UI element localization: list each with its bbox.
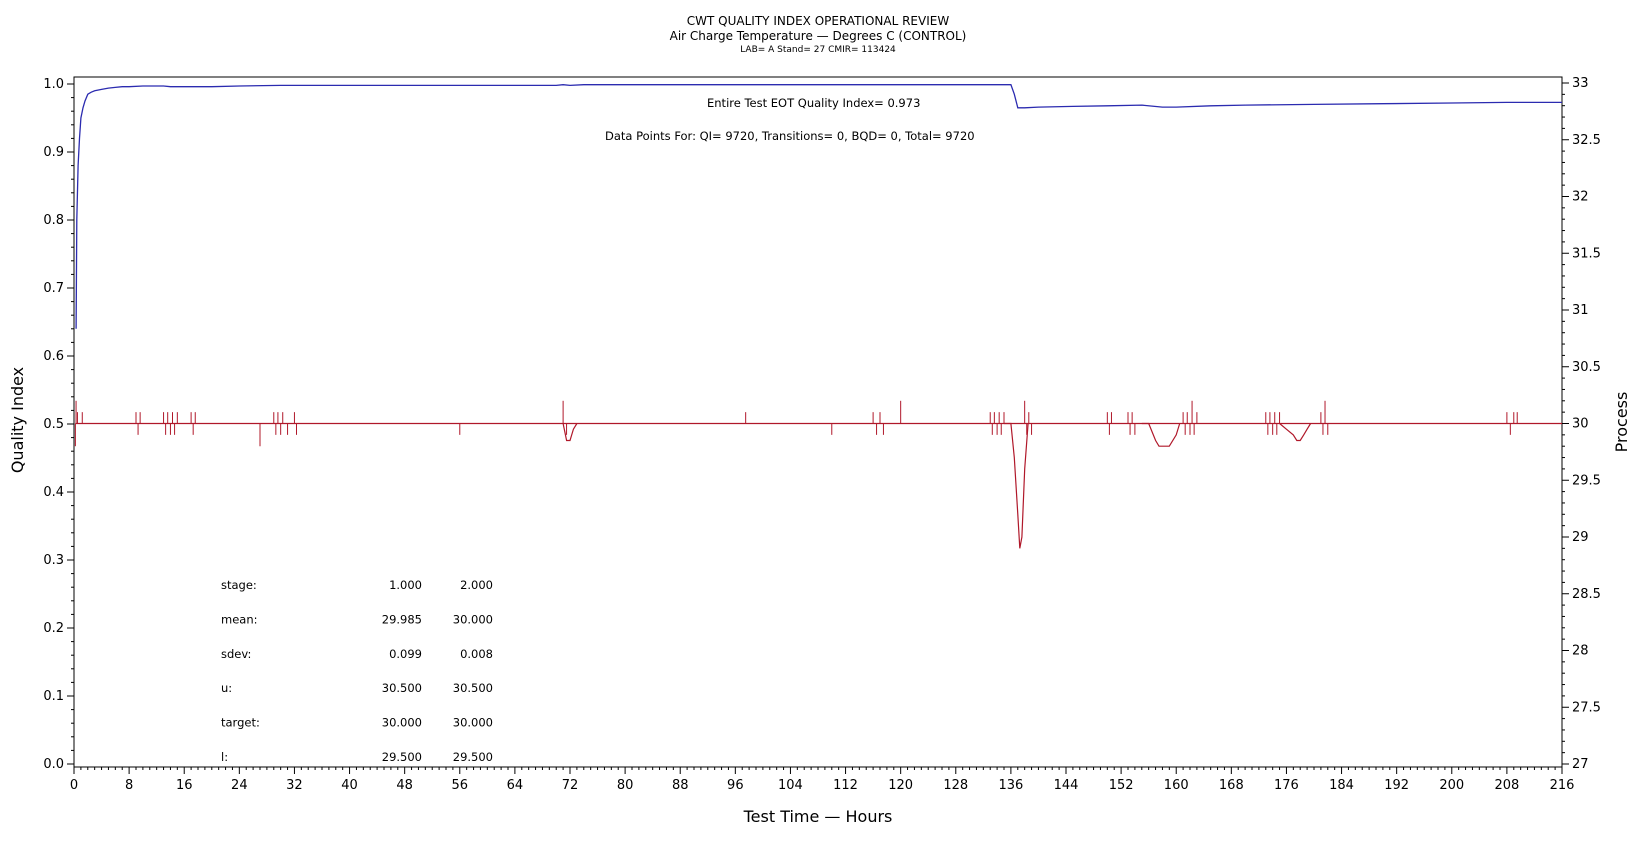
y2-tick-label: 29.5: [1572, 473, 1601, 488]
x-tick-label: 184: [1329, 778, 1354, 793]
y2-tick-label: 27: [1572, 757, 1589, 772]
x-tick-label: 144: [1054, 778, 1079, 793]
y2-tick-label: 31: [1572, 303, 1589, 318]
x-axis: 0 8 16 24 32 40 48 56 64 72 80 88 96 104 112 120 128 136 1…: [70, 767, 1575, 793]
y2-axis-label: Process: [1612, 392, 1631, 453]
y-tick-label: 0.5: [43, 417, 64, 432]
y2-tick-label: 32: [1572, 190, 1589, 205]
y-tick-label: 0.2: [43, 621, 64, 636]
eot-annotation: Entire Test EOT Quality Index= 0.973: [707, 96, 920, 110]
x-tick-label: 112: [833, 778, 858, 793]
stats-value-stage1: 0.099: [389, 647, 422, 661]
y2-tick-label: 30: [1572, 417, 1589, 432]
x-tick-label: 136: [998, 778, 1023, 793]
x-tick-label: 208: [1494, 778, 1519, 793]
y2-tick-label: 30.5: [1572, 360, 1601, 375]
stats-value-stage2: 29.500: [453, 750, 493, 764]
stats-label: sdev:: [221, 647, 251, 661]
y2-tick-label: 29: [1572, 530, 1589, 545]
x-tick-label: 48: [396, 778, 413, 793]
stats-label: l:: [221, 750, 228, 764]
stats-value-stage2: 30.000: [453, 612, 493, 626]
x-tick-label: 120: [888, 778, 913, 793]
series-quality-index: [75, 84, 1562, 329]
y2-tick-label: 27.5: [1572, 700, 1601, 715]
stats-label: stage:: [221, 578, 257, 592]
chart-subsubtitle: LAB= A Stand= 27 CMIR= 113424: [740, 45, 896, 55]
y-tick-label: 0.6: [43, 349, 64, 364]
stats-value-stage2: 0.008: [460, 647, 493, 661]
x-tick-label: 40: [341, 778, 358, 793]
stats-value-stage1: 30.000: [382, 716, 422, 730]
y-tick-label: 0.4: [43, 485, 64, 500]
y-tick-label: 0.3: [43, 553, 64, 568]
process-dip: [562, 423, 578, 442]
stats-value-stage1: 30.500: [382, 681, 422, 695]
process-dip: [1141, 422, 1181, 447]
chart-subtitle: Air Charge Temperature — Degrees C (CONT…: [670, 29, 967, 43]
x-tick-label: 192: [1384, 778, 1409, 793]
stats-table: stage: 1.000 2.000 mean: 29.985 30.000 sdev: 0.…: [221, 578, 493, 764]
x-tick-label: 128: [943, 778, 968, 793]
y-axis-label: Quality Index: [8, 367, 27, 473]
y-tick-label: 1.0: [43, 77, 64, 92]
x-axis-label: Test Time — Hours: [743, 807, 893, 826]
x-tick-label: 176: [1274, 778, 1299, 793]
stats-value-stage2: 30.500: [453, 681, 493, 695]
x-tick-label: 80: [617, 778, 634, 793]
stats-label: u:: [221, 681, 232, 695]
x-tick-label: 32: [286, 778, 303, 793]
y-axis-left: 0.0 0.1 0.2 0.3 0.4 0.5 0.6 0.7 0.8 0.9 1.0: [43, 77, 74, 772]
y-tick-label: 0.9: [43, 145, 64, 160]
plot-frame: [73, 76, 1563, 768]
stats-value-stage2: 2.000: [460, 578, 493, 592]
y2-tick-label: 32.5: [1572, 133, 1601, 148]
x-tick-label: 200: [1439, 778, 1464, 793]
stats-value-stage1: 1.000: [389, 578, 422, 592]
x-tick-label: 56: [452, 778, 469, 793]
y2-tick-label: 33: [1572, 76, 1589, 91]
x-tick-label: 8: [125, 778, 133, 793]
data-points-annotation: Data Points For: QI= 9720, Transitions= …: [605, 129, 975, 143]
y-tick-label: 0.1: [43, 689, 64, 704]
series-process: [74, 400, 1562, 549]
process-dip: [1279, 423, 1312, 442]
x-tick-label: 24: [231, 778, 248, 793]
x-tick-label: 64: [507, 778, 524, 793]
y-tick-label: 0.0: [43, 757, 64, 772]
stats-value-stage1: 29.985: [382, 612, 422, 626]
x-tick-label: 88: [672, 778, 689, 793]
x-tick-label: 72: [562, 778, 579, 793]
x-tick-label: 16: [176, 778, 193, 793]
process-dip: [1004, 422, 1029, 549]
x-tick-label: 152: [1109, 778, 1134, 793]
x-tick-label: 96: [727, 778, 744, 793]
x-tick-label: 104: [778, 778, 803, 793]
x-tick-label: 160: [1164, 778, 1189, 793]
stats-value-stage1: 29.500: [382, 750, 422, 764]
x-tick-label: 168: [1219, 778, 1244, 793]
y2-tick-label: 28: [1572, 644, 1589, 659]
y2-tick-label: 31.5: [1572, 246, 1601, 261]
stats-label: mean:: [221, 612, 258, 626]
chart-title: CWT QUALITY INDEX OPERATIONAL REVIEW: [687, 14, 950, 28]
y-tick-label: 0.8: [43, 213, 64, 228]
stats-label: target:: [221, 716, 260, 730]
y-tick-label: 0.7: [43, 281, 64, 296]
x-tick-label: 216: [1550, 778, 1575, 793]
y2-tick-label: 28.5: [1572, 587, 1601, 602]
y-axis-right: 27 27.5 28 28.5 29 29.5 30 30.5 31 31.5 32 32.5 33: [1562, 76, 1601, 772]
x-tick-label: 0: [70, 778, 78, 793]
stats-value-stage2: 30.000: [453, 716, 493, 730]
qi-line: [75, 84, 1562, 329]
